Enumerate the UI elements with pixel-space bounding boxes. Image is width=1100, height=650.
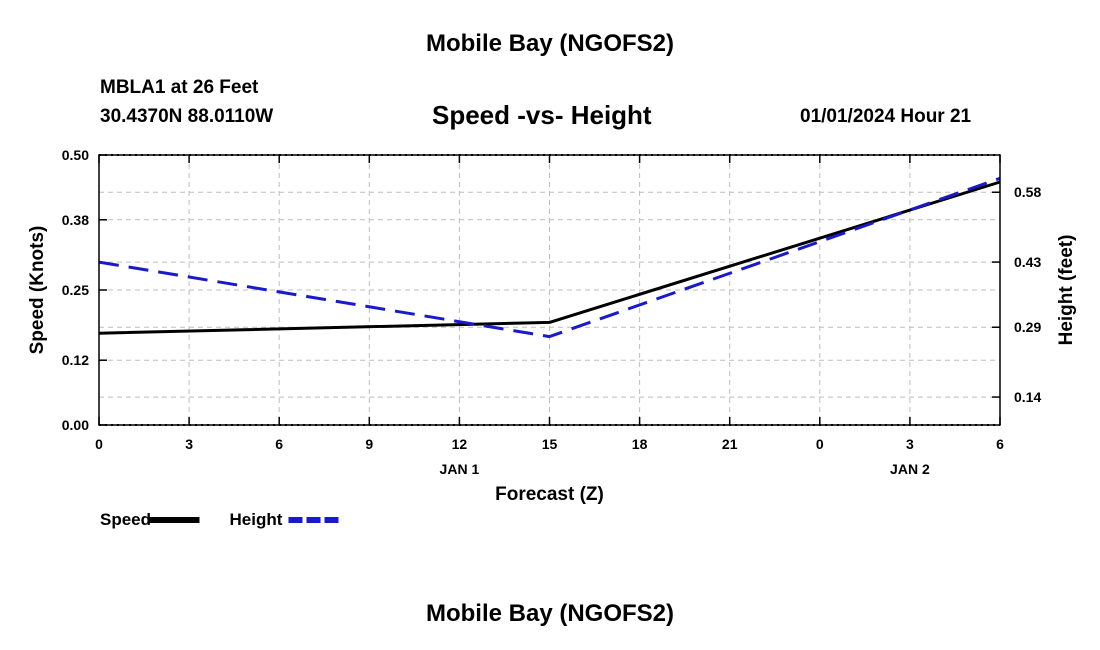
y-axis-left: 0.00 0.12 0.25 0.38 0.50 [62, 147, 107, 433]
x-tick-label: 12 [452, 436, 468, 452]
x-tick-label: 9 [365, 436, 373, 452]
page-title: Mobile Bay (NGOFS2) [425, 30, 675, 57]
page-title-bottom: Mobile Bay (NGOFS2) [425, 600, 675, 627]
y-axis-right: 0.14 0.29 0.43 0.58 [992, 184, 1041, 405]
x-tick-label: 3 [185, 436, 193, 452]
series-line-speed [98, 180, 1001, 335]
x-tick-label: 0 [816, 436, 824, 452]
y-tick-label-left: 0.25 [62, 282, 89, 298]
legend-label-height: Height [230, 510, 283, 529]
x-axis-label: Forecast (Z) [495, 484, 604, 505]
x-tick-label: 6 [996, 436, 1004, 452]
y-tick-label-right: 0.43 [1014, 254, 1041, 270]
x-tick-label: 3 [906, 436, 914, 452]
y-tick-label-right: 0.14 [1014, 389, 1041, 405]
legend-label-speed: Speed [100, 510, 151, 529]
station-label: MBLA1 at 26 Feet [100, 77, 259, 98]
series-lines [98, 176, 1001, 339]
x-tick-label: 15 [542, 436, 558, 452]
x-axis: 0 3 6 9 12 15 18 21 0 3 6 JAN 1 JAN 2 [95, 155, 1004, 477]
y-tick-label-left: 0.50 [62, 147, 89, 163]
series-line-height [98, 176, 1001, 339]
x-tick-label: 0 [95, 436, 103, 452]
x-tick-label: 6 [275, 436, 283, 452]
forecast-datetime: 01/01/2024 Hour 21 [800, 106, 972, 127]
x-date-label: JAN 2 [890, 461, 930, 477]
station-coordinates: 30.4370N 88.0110W [100, 106, 274, 127]
y-tick-label-left: 0.38 [62, 212, 89, 228]
legend: Speed Height [100, 510, 339, 529]
y-axis-label-left: Speed (Knots) [27, 226, 48, 355]
grid [99, 155, 1000, 425]
x-tick-label: 21 [722, 436, 738, 452]
y-tick-label-left: 0.12 [62, 352, 89, 368]
y-axis-label-right: Height (feet) [1056, 235, 1077, 346]
y-tick-label-right: 0.58 [1014, 184, 1041, 200]
chart-title: Speed -vs- Height [432, 100, 652, 130]
y-tick-label-right: 0.29 [1014, 319, 1041, 335]
y-tick-label-left: 0.00 [62, 417, 89, 433]
x-date-label: JAN 1 [440, 461, 480, 477]
x-tick-label: 18 [632, 436, 648, 452]
